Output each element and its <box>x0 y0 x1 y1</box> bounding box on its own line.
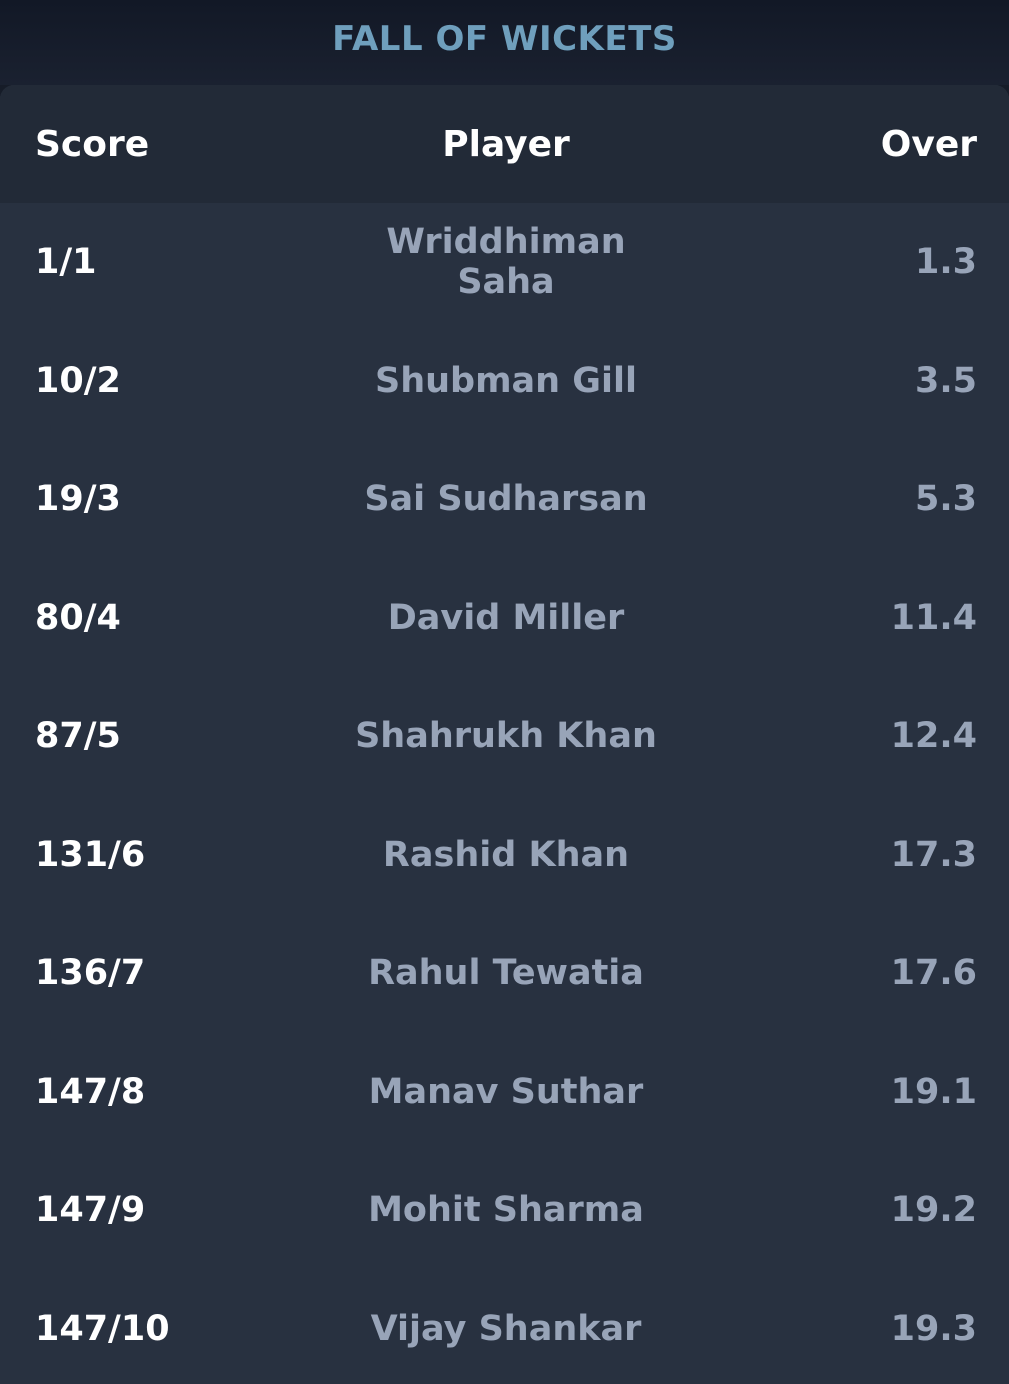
score-cell: 87/5 <box>35 716 121 757</box>
table-row: 136/7 Rahul Tewatia 17.6 <box>0 914 1009 1033</box>
player-cell[interactable]: Shahrukh Khan <box>355 716 657 757</box>
over-cell: 12.4 <box>890 716 977 757</box>
over-cell: 19.3 <box>890 1308 977 1349</box>
player-cell[interactable]: Wriddhiman Saha <box>386 222 626 303</box>
column-header-player: Player <box>442 123 570 165</box>
over-cell: 3.5 <box>914 360 977 401</box>
table-row: 147/9 Mohit Sharma 19.2 <box>0 1151 1009 1270</box>
fall-of-wickets-table: Score Player Over 1/1 Wriddhiman Saha 1.… <box>0 85 1009 1384</box>
player-cell[interactable]: Rashid Khan <box>382 834 630 875</box>
player-cell[interactable]: Sai Sudharsan <box>364 479 648 520</box>
player-cell[interactable]: David Miller <box>387 597 625 638</box>
player-cell[interactable]: Manav Suthar <box>368 1071 644 1112</box>
table-body: 1/1 Wriddhiman Saha 1.3 10/2 Shubman Gil… <box>0 203 1009 1384</box>
column-header-over: Over <box>880 123 977 165</box>
table-header: Score Player Over <box>0 85 1009 203</box>
over-cell: 5.3 <box>914 479 977 520</box>
column-header-score: Score <box>35 123 150 165</box>
over-cell: 19.1 <box>890 1071 977 1112</box>
over-cell: 11.4 <box>890 597 977 638</box>
over-cell: 17.3 <box>890 834 977 875</box>
score-cell: 10/2 <box>35 360 121 401</box>
score-cell: 19/3 <box>35 479 121 520</box>
table-row: 87/5 Shahrukh Khan 12.4 <box>0 677 1009 796</box>
score-cell: 147/10 <box>35 1308 170 1349</box>
score-cell: 147/9 <box>35 1190 146 1231</box>
section-title: FALL OF WICKETS <box>332 19 677 59</box>
score-cell: 1/1 <box>35 242 97 283</box>
over-cell: 17.6 <box>890 953 977 994</box>
table-row: 80/4 David Miller 11.4 <box>0 559 1009 678</box>
player-cell[interactable]: Vijay Shankar <box>370 1308 642 1349</box>
over-cell: 19.2 <box>890 1190 977 1231</box>
player-cell[interactable]: Shubman Gill <box>374 360 637 401</box>
over-cell: 1.3 <box>914 242 977 283</box>
table-row: 147/8 Manav Suthar 19.1 <box>0 1033 1009 1152</box>
table-row: 1/1 Wriddhiman Saha 1.3 <box>0 203 1009 322</box>
table-row: 147/10 Vijay Shankar 19.3 <box>0 1270 1009 1384</box>
score-cell: 136/7 <box>35 953 146 994</box>
score-cell: 147/8 <box>35 1071 146 1112</box>
score-cell: 80/4 <box>35 597 121 638</box>
table-row: 19/3 Sai Sudharsan 5.3 <box>0 440 1009 559</box>
score-cell: 131/6 <box>35 834 146 875</box>
player-cell[interactable]: Mohit Sharma <box>368 1190 644 1231</box>
table-row: 10/2 Shubman Gill 3.5 <box>0 322 1009 441</box>
table-row: 131/6 Rashid Khan 17.3 <box>0 796 1009 915</box>
player-cell[interactable]: Rahul Tewatia <box>368 953 644 994</box>
